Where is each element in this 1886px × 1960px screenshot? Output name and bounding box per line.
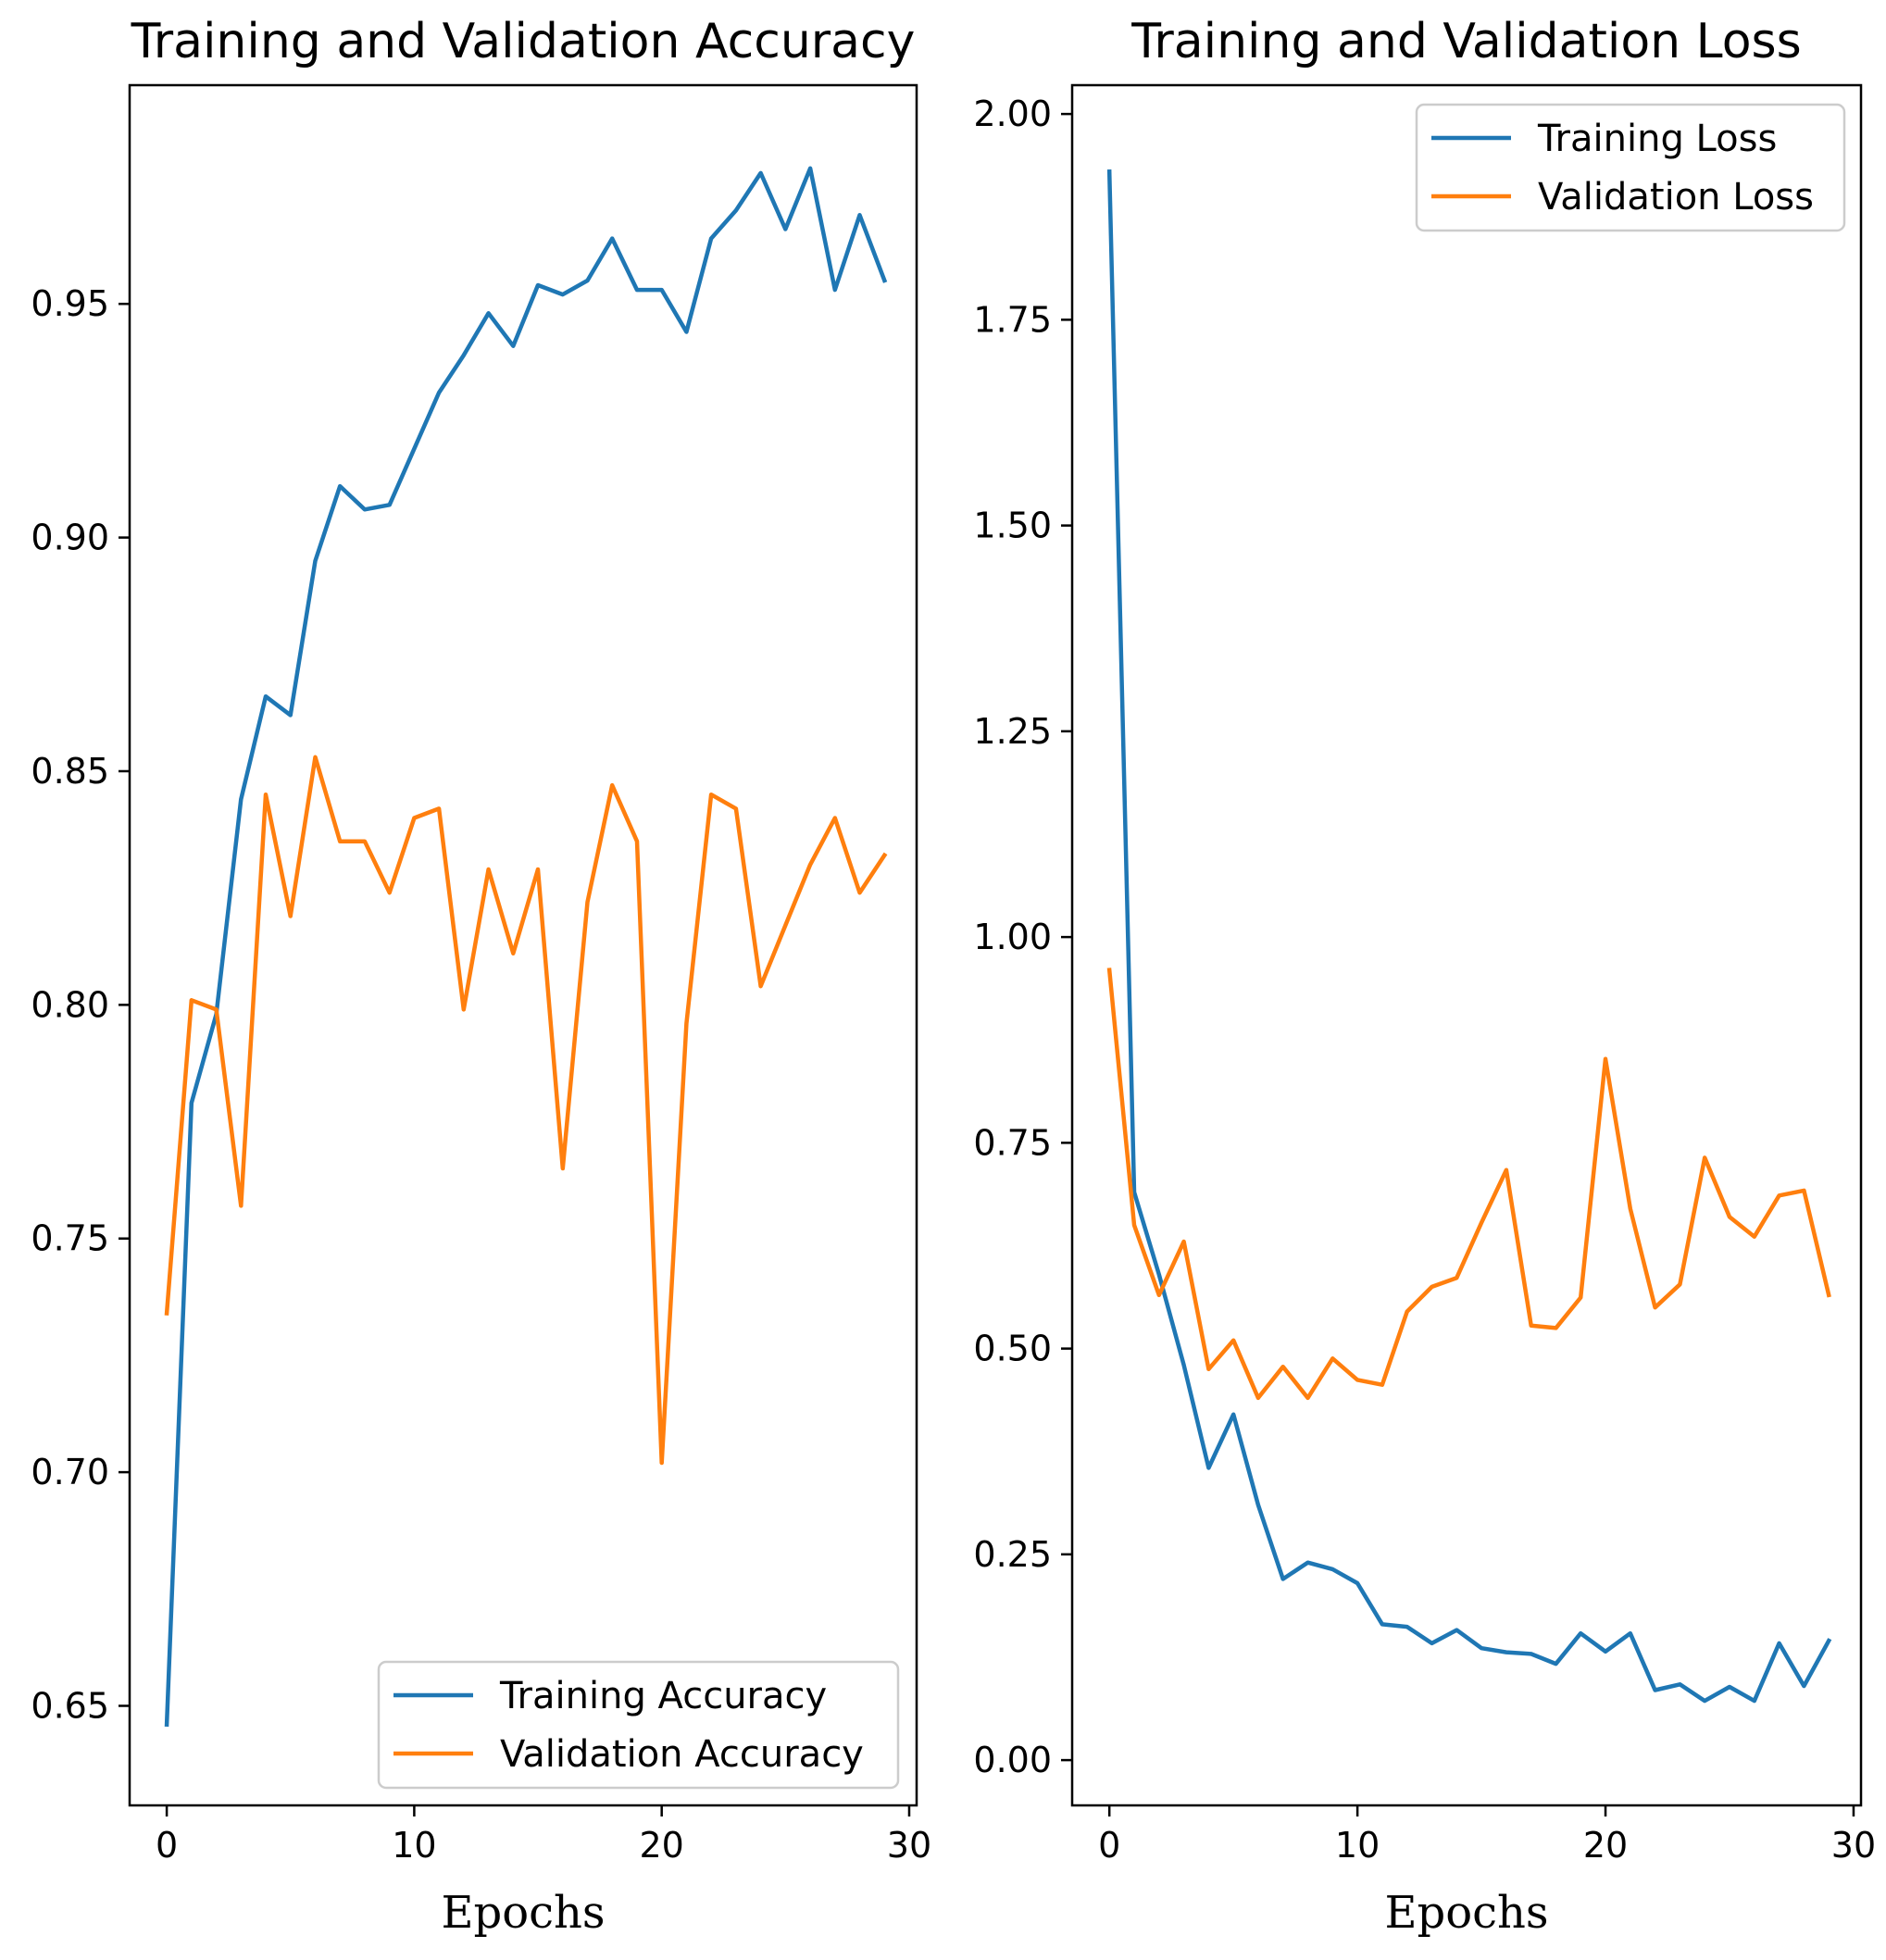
series-line-training-loss (1106, 169, 1832, 1704)
y-tick-label: 2.00 (973, 94, 1052, 134)
series-line-validation-accuracy (164, 755, 888, 1466)
legend: Training Accuracy Validation Accuracy (377, 1660, 900, 1790)
legend-label-training-accuracy: Training Accuracy (499, 1675, 827, 1717)
legend-box (377, 1660, 900, 1790)
x-axis-label: Epochs (441, 1887, 605, 1939)
legend: Training Loss Validation Loss (1415, 103, 1846, 232)
legend-label-validation-loss: Validation Loss (1538, 176, 1814, 218)
y-tick-label: 1.75 (973, 299, 1052, 340)
y-tick-label: 0.50 (973, 1329, 1052, 1369)
x-tick-label: 30 (887, 1825, 931, 1866)
y-tick-label: 0.95 (31, 283, 109, 324)
chart-accuracy: Training and Validation Accuracy 0 10 20 30 0… (31, 14, 931, 1939)
x-tick-label: 20 (1583, 1825, 1628, 1866)
y-tick-label: 0.75 (31, 1218, 109, 1259)
chart-title: Training and Validation Accuracy (131, 14, 916, 69)
chart-loss: Training and Validation Loss 0 10 20 30 0.00 0… (973, 14, 1876, 1939)
legend-label-validation-accuracy: Validation Accuracy (500, 1733, 864, 1776)
x-axis-label: Epochs (1384, 1887, 1548, 1939)
plot-frame (1070, 83, 1863, 1807)
plot-frame (128, 83, 918, 1807)
legend-box (1415, 103, 1846, 232)
series-line-validation-loss (1106, 968, 1831, 1401)
y-tick-label: 0.90 (31, 518, 109, 558)
x-tick-label: 30 (1831, 1825, 1876, 1866)
y-tick-label: 0.00 (973, 1740, 1052, 1780)
x-tick-label: 10 (1335, 1825, 1380, 1866)
y-tick-label: 0.85 (31, 751, 109, 792)
x-tick-label: 10 (392, 1825, 436, 1866)
y-tick-label: 0.80 (31, 984, 109, 1025)
y-tick-label: 1.00 (973, 917, 1052, 957)
x-tick-label: 0 (1098, 1825, 1120, 1866)
legend-label-training-loss: Training Loss (1537, 118, 1777, 160)
x-tick-label: 0 (156, 1825, 178, 1866)
series-line-training-accuracy (164, 166, 888, 1728)
y-tick-label: 0.65 (31, 1685, 109, 1726)
y-tick-label: 0.75 (973, 1122, 1052, 1163)
y-tick-label: 1.50 (973, 506, 1052, 546)
chart-title: Training and Validation Loss (1130, 14, 1801, 69)
x-tick-label: 20 (640, 1825, 684, 1866)
y-tick-label: 1.25 (973, 711, 1052, 752)
y-tick-label: 0.25 (973, 1534, 1052, 1575)
y-tick-label: 0.70 (31, 1452, 109, 1492)
